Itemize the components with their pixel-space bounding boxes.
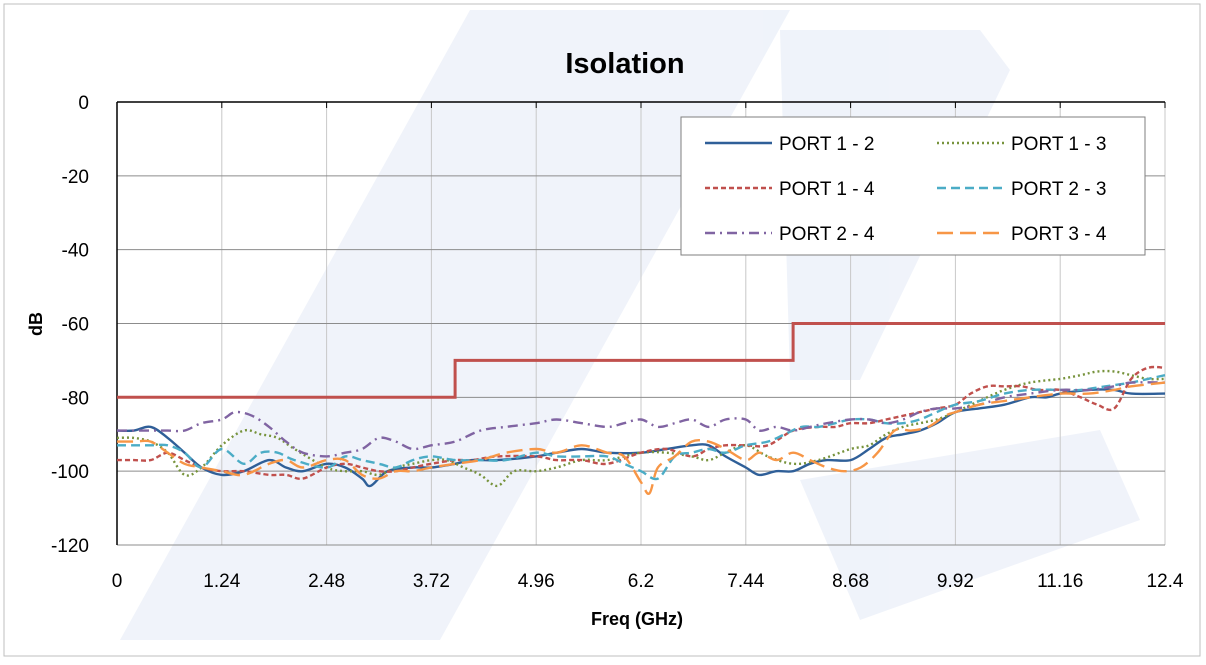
x-axis-title: Freq (GHz) [591, 609, 683, 629]
limit-line-path [117, 322, 1165, 399]
y-tick-label: -120 [51, 536, 89, 557]
legend-items: PORT 1 - 2 PORT 1 - 3 PORT 1 - 4 PORT 2 - 3… [705, 134, 1107, 245]
x-tick-label: 3.72 [413, 571, 450, 592]
legend-label: PORT 2 - 3 [1011, 179, 1106, 200]
data-series [116, 365, 1166, 495]
x-tick-label: 8.68 [832, 571, 869, 592]
y-tick-label: -80 [62, 388, 89, 409]
series-line-port-3-4 [117, 381, 1166, 495]
y-tick-label: -60 [62, 315, 89, 336]
legend-label: PORT 2 - 4 [779, 224, 875, 245]
legend-label: PORT 1 - 4 [779, 179, 875, 200]
y-tick-label: -100 [51, 462, 89, 483]
legend-label: PORT 1 - 2 [779, 134, 874, 155]
y-axis-tick-labels: 0 -20 -40 -60 -80 -100 -120 [51, 93, 89, 557]
x-axis-tick-labels: 0 1.24 2.48 3.72 4.96 6.2 7.44 8.68 9.92 11.16 12.… [112, 571, 1184, 592]
limit-line [117, 322, 1165, 399]
series-line-port-2-4 [116, 381, 1166, 458]
y-axis-title: dB [26, 312, 46, 336]
x-tick-label: 12.4 [1147, 571, 1184, 592]
y-tick-label: -40 [62, 241, 89, 262]
chart-title: Isolation [565, 48, 684, 80]
x-tick-label: 0 [112, 571, 123, 592]
legend: PORT 1 - 2 PORT 1 - 3 PORT 1 - 4 PORT 2 - 3… [680, 116, 1146, 256]
axes [116, 101, 1166, 545]
x-tick-label: 11.16 [1037, 571, 1083, 592]
x-tick-label: 6.2 [628, 571, 654, 592]
x-tick-label: 7.44 [727, 571, 764, 592]
series-line-port-2-3 [116, 374, 1166, 481]
x-tick-label: 2.48 [308, 571, 345, 592]
x-tick-label: 9.92 [937, 571, 974, 592]
legend-label: PORT 1 - 3 [1011, 134, 1106, 155]
x-tick-label: 1.24 [203, 571, 240, 592]
x-tick-label: 4.96 [518, 571, 555, 592]
y-tick-label: 0 [78, 93, 89, 114]
legend-label: PORT 3 - 4 [1011, 224, 1107, 245]
y-tick-label: -20 [62, 167, 89, 188]
